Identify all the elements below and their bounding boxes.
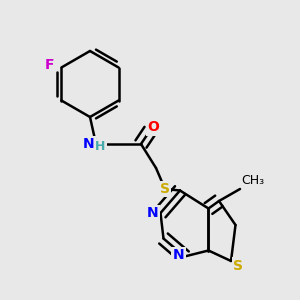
Text: O: O [147,121,159,134]
Text: S: S [160,182,170,196]
Text: H: H [95,140,106,154]
Text: N: N [83,137,94,151]
Text: F: F [45,58,54,71]
Text: S: S [233,259,244,272]
Text: CH₃: CH₃ [242,175,265,188]
Text: N: N [147,206,159,220]
Text: N: N [173,248,184,262]
